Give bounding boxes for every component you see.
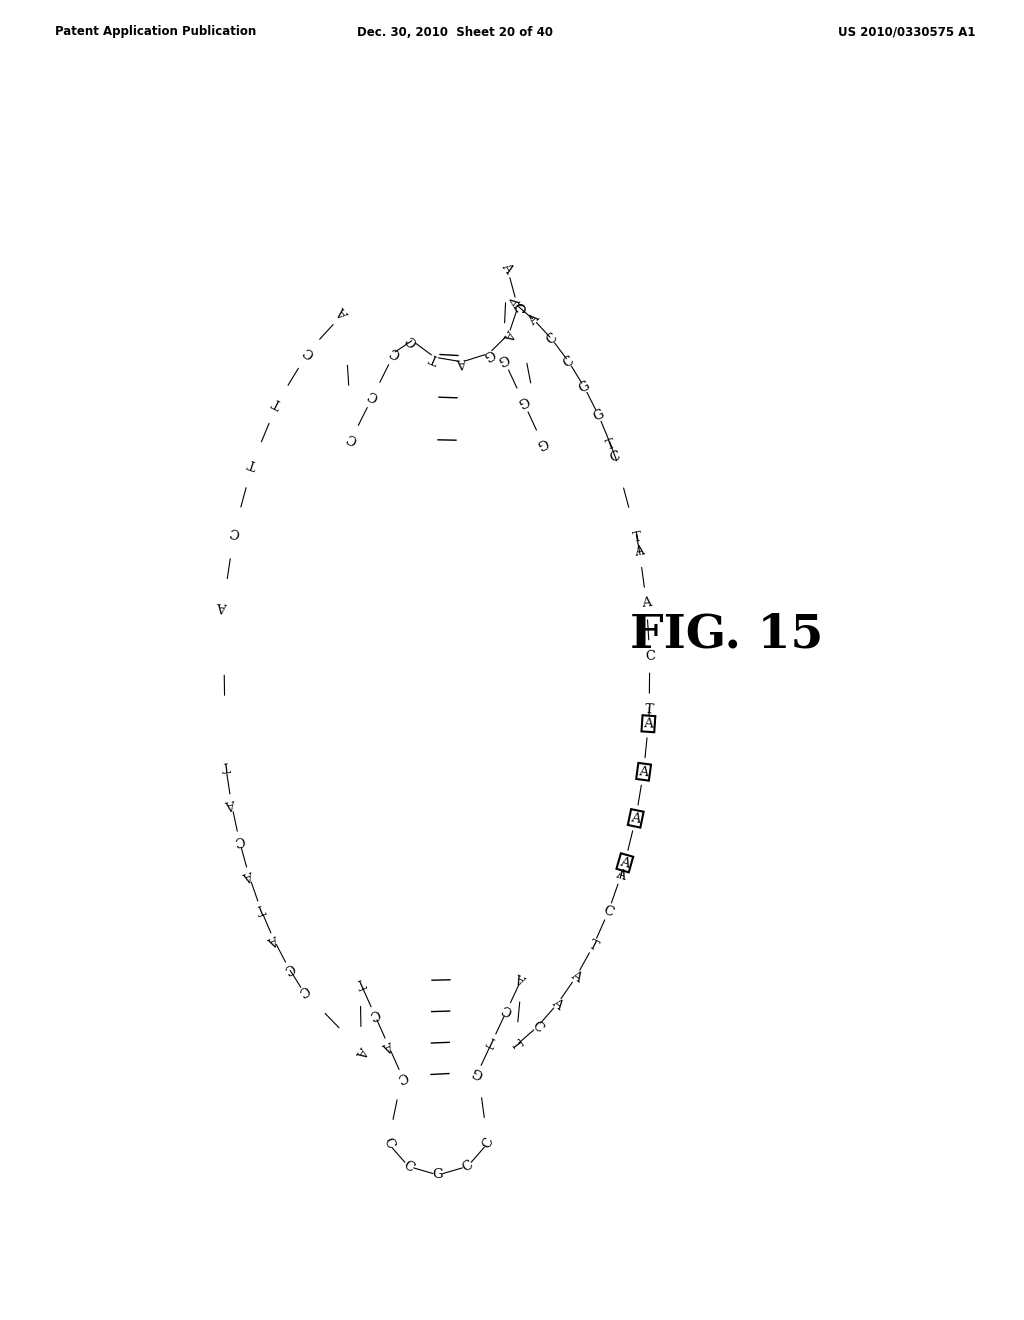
Text: C: C xyxy=(608,449,623,465)
Text: G: G xyxy=(577,379,592,396)
Text: A: A xyxy=(568,969,584,985)
Text: T: T xyxy=(247,455,259,471)
Text: T: T xyxy=(428,350,441,364)
Text: T: T xyxy=(587,939,600,954)
Text: C: C xyxy=(500,1002,515,1018)
Text: A: A xyxy=(266,931,281,948)
Text: A: A xyxy=(641,597,652,610)
Text: A: A xyxy=(526,313,543,329)
Text: T: T xyxy=(271,395,285,411)
Text: C: C xyxy=(511,301,524,313)
Text: A: A xyxy=(618,855,631,870)
Text: C: C xyxy=(400,1158,416,1175)
Text: A: A xyxy=(614,867,628,883)
Text: A: A xyxy=(643,717,653,730)
Text: G: G xyxy=(433,1168,443,1181)
Text: A: A xyxy=(501,326,517,342)
Text: A: A xyxy=(243,867,255,883)
Text: C: C xyxy=(394,1068,410,1084)
Text: T: T xyxy=(254,900,266,916)
Text: A: A xyxy=(499,260,515,276)
Text: A: A xyxy=(634,544,645,558)
Text: A: A xyxy=(336,305,352,321)
Text: A: A xyxy=(638,764,649,779)
Text: G: G xyxy=(535,434,550,450)
Text: C: C xyxy=(232,833,246,847)
Text: C: C xyxy=(295,982,310,998)
Text: T: T xyxy=(486,1034,500,1048)
Text: T: T xyxy=(508,1039,523,1053)
Text: A: A xyxy=(457,355,467,368)
Text: G: G xyxy=(470,1064,485,1080)
Text: C: C xyxy=(228,524,241,539)
Text: C: C xyxy=(644,649,655,663)
Text: A: A xyxy=(381,1036,395,1052)
Text: A: A xyxy=(353,1043,370,1059)
Text: G: G xyxy=(481,345,497,362)
Text: C: C xyxy=(480,1137,496,1151)
Text: C: C xyxy=(528,1019,545,1035)
Text: A: A xyxy=(550,995,565,1012)
Text: A: A xyxy=(508,297,523,312)
Text: T: T xyxy=(632,531,643,545)
Text: G: G xyxy=(591,407,606,424)
Text: T: T xyxy=(220,758,230,772)
Text: C: C xyxy=(367,1006,381,1022)
Text: T: T xyxy=(644,704,654,717)
Text: C: C xyxy=(301,343,316,359)
Text: Patent Application Publication: Patent Application Publication xyxy=(55,25,256,38)
Text: C: C xyxy=(387,345,402,360)
Text: US 2010/0330575 A1: US 2010/0330575 A1 xyxy=(838,25,975,38)
Text: C: C xyxy=(403,333,420,348)
Text: A: A xyxy=(630,810,642,826)
Text: C: C xyxy=(511,301,524,313)
Text: C: C xyxy=(601,904,615,920)
Text: FIG. 15: FIG. 15 xyxy=(630,612,823,657)
Text: A: A xyxy=(225,796,238,810)
Text: A: A xyxy=(515,970,529,986)
Text: T: T xyxy=(605,438,617,453)
Text: C: C xyxy=(544,331,560,347)
Text: C: C xyxy=(281,960,296,975)
Text: G: G xyxy=(515,392,530,408)
Text: Dec. 30, 2010  Sheet 20 of 40: Dec. 30, 2010 Sheet 20 of 40 xyxy=(357,25,553,38)
Text: T: T xyxy=(353,974,367,990)
Text: C: C xyxy=(380,1137,396,1151)
Text: A: A xyxy=(218,598,228,612)
Text: C: C xyxy=(366,387,381,403)
Text: G: G xyxy=(496,350,511,366)
Text: C: C xyxy=(460,1158,475,1175)
Text: C: C xyxy=(561,354,577,370)
Text: C: C xyxy=(344,430,359,446)
